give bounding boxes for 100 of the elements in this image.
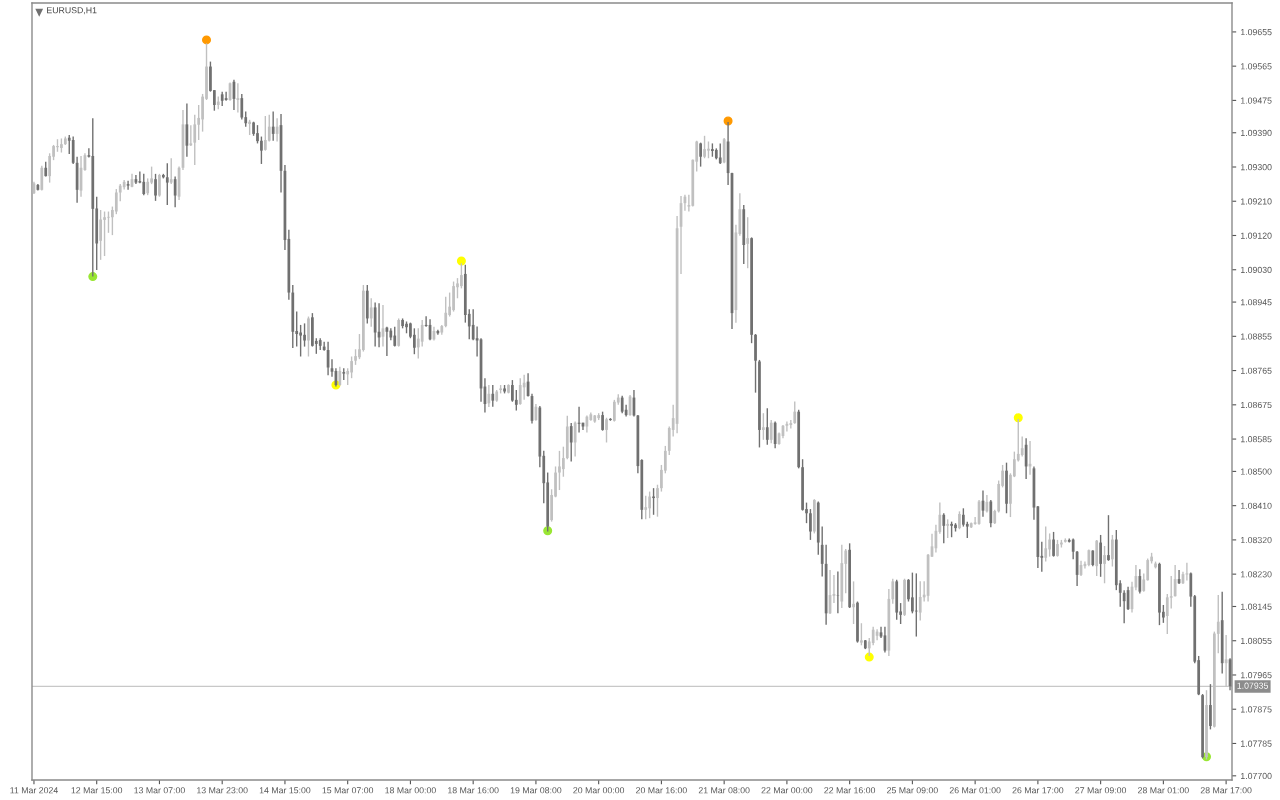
candlestick bbox=[1048, 532, 1052, 558]
candlestick bbox=[1205, 689, 1208, 761]
candlestick bbox=[338, 366, 342, 387]
y-tick-label: 1.09210 bbox=[1241, 198, 1272, 205]
candlestick bbox=[350, 355, 353, 379]
candlestick bbox=[1052, 531, 1055, 558]
candlestick bbox=[989, 499, 993, 529]
candlestick bbox=[1185, 562, 1189, 582]
candlestick bbox=[522, 374, 526, 401]
candlestick bbox=[1099, 534, 1102, 578]
candlestick bbox=[903, 578, 906, 617]
y-tick-label: 1.09475 bbox=[1241, 97, 1272, 104]
candlestick bbox=[416, 327, 420, 360]
x-tick-label: 11 Mar 2024 bbox=[10, 787, 58, 794]
y-tick-label: 1.09655 bbox=[1241, 28, 1272, 36]
y-tick-label: 1.08585 bbox=[1241, 436, 1272, 443]
candlestick bbox=[746, 216, 750, 269]
candlestick bbox=[518, 377, 522, 406]
candlestick bbox=[754, 333, 757, 394]
candlestick bbox=[263, 115, 267, 152]
candlestick bbox=[260, 135, 263, 165]
candlestick bbox=[1103, 545, 1106, 584]
candlestick bbox=[169, 157, 173, 185]
candlestick bbox=[1165, 593, 1169, 635]
x-tick-label: 20 Mar 00:00 bbox=[573, 787, 625, 794]
chart-title: EURUSD,H1 bbox=[47, 7, 97, 15]
y-tick-label: 1.08145 bbox=[1241, 603, 1272, 610]
x-tick-label: 22 Mar 00:00 bbox=[761, 787, 813, 794]
candlestick bbox=[405, 320, 408, 334]
candlestick bbox=[40, 165, 44, 192]
candlestick bbox=[240, 93, 244, 121]
candlestick bbox=[562, 445, 565, 478]
candlestick bbox=[954, 522, 957, 533]
point bbox=[456, 256, 466, 266]
candlestick bbox=[711, 142, 714, 158]
candlestick bbox=[503, 384, 506, 395]
candlestick bbox=[256, 124, 259, 145]
x-tick-label: 19 Mar 08:00 bbox=[510, 787, 562, 794]
candlestick bbox=[1138, 568, 1142, 595]
candlestick bbox=[162, 173, 165, 180]
candlestick bbox=[852, 580, 855, 625]
y-tick-label: 1.07700 bbox=[1241, 772, 1272, 780]
candlestick bbox=[958, 510, 961, 530]
candlestick bbox=[856, 600, 859, 644]
point bbox=[864, 652, 874, 662]
y-tick-label: 1.08500 bbox=[1241, 468, 1272, 475]
x-tick-label: 18 Mar 16:00 bbox=[448, 787, 499, 794]
candlestick bbox=[558, 450, 561, 491]
candlestick bbox=[758, 359, 761, 449]
candlestick bbox=[812, 498, 816, 535]
x-tick-label: 25 Mar 09:00 bbox=[887, 787, 938, 794]
y-tick-label: 1.09390 bbox=[1241, 129, 1272, 137]
candlestick bbox=[126, 180, 130, 191]
candlestick bbox=[750, 236, 753, 344]
candlestick bbox=[707, 140, 710, 159]
candlestick bbox=[154, 173, 157, 202]
candlestick bbox=[1201, 693, 1204, 760]
y-tick-label: 1.08675 bbox=[1241, 401, 1272, 409]
candlestick bbox=[1056, 539, 1059, 558]
candlestick bbox=[369, 297, 373, 328]
candlestick bbox=[809, 508, 812, 541]
candlestick bbox=[699, 141, 702, 168]
x-tick-label: 28 Mar 01:00 bbox=[1138, 787, 1189, 794]
candlestick bbox=[1216, 594, 1220, 654]
candlestick bbox=[487, 384, 491, 408]
candlestick bbox=[511, 379, 514, 403]
candlestick bbox=[158, 173, 161, 198]
candlestick bbox=[475, 325, 479, 358]
candlestick bbox=[605, 417, 608, 444]
y-tick-label: 1.07875 bbox=[1241, 706, 1272, 713]
point bbox=[1013, 413, 1023, 423]
y-tick-label: 1.07965 bbox=[1241, 672, 1272, 679]
candlestick bbox=[765, 407, 769, 446]
candlestick bbox=[569, 422, 573, 463]
candlestick bbox=[1154, 560, 1157, 570]
x-tick-label: 14 Mar 15:00 bbox=[259, 787, 311, 794]
candlestick bbox=[962, 507, 965, 528]
candlestick bbox=[252, 121, 255, 137]
y-tick-label: 1.08410 bbox=[1241, 502, 1272, 509]
y-tick-label: 1.09030 bbox=[1241, 266, 1272, 273]
candlestick bbox=[165, 162, 169, 206]
x-tick-label: 20 Mar 16:00 bbox=[636, 787, 687, 794]
x-tick-label: 15 Mar 07:00 bbox=[322, 787, 374, 794]
candlestick bbox=[1044, 525, 1048, 563]
candlestick bbox=[142, 173, 146, 196]
candlestick bbox=[612, 399, 616, 423]
candlestick bbox=[573, 420, 577, 458]
x-tick-label: 21 Mar 08:00 bbox=[698, 787, 750, 794]
candlestick bbox=[911, 571, 914, 615]
candlestick bbox=[514, 389, 518, 412]
point bbox=[202, 35, 212, 45]
x-tick-label: 22 Mar 16:00 bbox=[824, 787, 876, 794]
y-tick-label: 1.09300 bbox=[1241, 164, 1272, 171]
y-tick-label: 1.09120 bbox=[1241, 232, 1272, 239]
y-tick-label: 1.08055 bbox=[1241, 637, 1272, 644]
candlestick bbox=[942, 512, 946, 545]
candlestick bbox=[1020, 435, 1024, 458]
candlestick bbox=[848, 542, 852, 609]
candlestick bbox=[1111, 534, 1114, 568]
candlestick bbox=[507, 383, 510, 395]
